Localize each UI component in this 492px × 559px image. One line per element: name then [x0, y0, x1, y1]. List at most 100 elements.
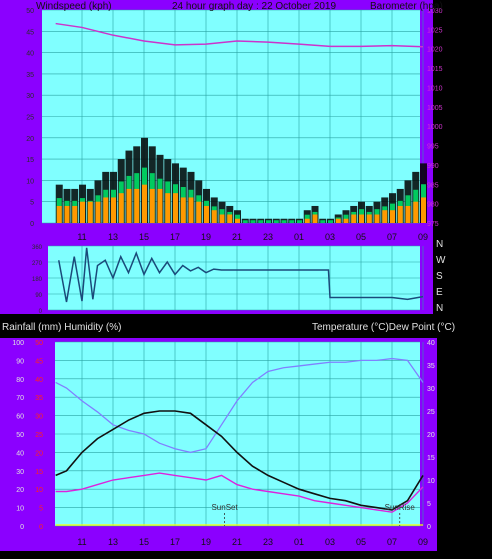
- wind-average-bar: [149, 188, 155, 223]
- temp-x-tick-label: 07: [387, 537, 397, 547]
- wind-average-bar: [142, 184, 147, 223]
- barometer-y-tick-label: 1020: [427, 47, 443, 54]
- barometer-line: [55, 22, 424, 48]
- wind-average-bar: [157, 188, 163, 223]
- temp-dewpoint-axis-title: Temperature (°C)Dew Point (°C): [312, 322, 455, 333]
- direction-y-tick-label: 180: [32, 277, 43, 283]
- wind-x-tick-label: 21: [232, 232, 242, 242]
- barometer-y-tick-label: 1015: [427, 66, 443, 73]
- wind-axis-title: Windspeed (kph): [36, 1, 112, 12]
- wind-x-tick-label: 15: [139, 232, 149, 242]
- sunrise-label: SunRise: [385, 503, 416, 512]
- wind-average-bar: [118, 193, 124, 223]
- humidity-tick-label: 30: [16, 469, 24, 476]
- wind-band-bar: [297, 220, 302, 223]
- wind-average-bar: [126, 188, 132, 223]
- wind-y-tick-label: 25: [26, 115, 34, 122]
- wind-y-tick-label: 20: [26, 136, 34, 143]
- wind-x-tick-label: 09: [418, 232, 428, 242]
- rainfall-tick-label: 50: [35, 340, 43, 347]
- wind-average-bar: [351, 214, 357, 223]
- barometer-y-tick-label: 985: [427, 182, 439, 189]
- wind-average-bar: [235, 218, 240, 223]
- rainfall-tick-label: 20: [35, 450, 43, 457]
- wind-average-bar: [111, 197, 116, 223]
- humidity-line: [55, 357, 424, 454]
- wind-average-bar: [304, 218, 310, 223]
- wind-average-bar: [227, 214, 233, 223]
- temp-x-tick-label: 23: [263, 537, 273, 547]
- barometer-y-tick-label: 990: [427, 163, 439, 170]
- wind-average-bar: [382, 210, 388, 223]
- barometer-y-tick-label: 980: [427, 202, 439, 209]
- temperature-tick-label: 10: [427, 478, 435, 485]
- humidity-tick-label: 100: [12, 340, 24, 347]
- wind-band-bar: [328, 220, 333, 223]
- rainfall-tick-label: 45: [35, 358, 43, 365]
- temp-x-tick-label: 11: [77, 537, 86, 547]
- wind-average-bar: [165, 193, 171, 223]
- wind-average-bar: [335, 218, 341, 223]
- wind-band-bar: [258, 220, 264, 223]
- direction-y-tick-label: 0: [39, 309, 43, 315]
- temperature-line: [55, 410, 424, 511]
- rainfall-tick-label: 25: [35, 432, 43, 439]
- wind-average-bar: [219, 214, 225, 223]
- temp-x-tick-label: 09: [418, 537, 428, 547]
- wind-x-tick-label: 13: [108, 232, 118, 242]
- wind-average-bar: [196, 201, 202, 223]
- wind-y-tick-label: 50: [26, 8, 34, 15]
- wind-average-bar: [421, 197, 426, 223]
- wind-average-bar: [211, 210, 217, 223]
- sunset-label: SunSet: [211, 503, 238, 512]
- temperature-tick-label: 30: [427, 386, 435, 393]
- wind-average-bar: [413, 201, 419, 223]
- wind-average-bar: [173, 193, 178, 223]
- barometer-y-tick-label: 1025: [427, 27, 443, 34]
- temperature-tick-label: 40: [427, 340, 435, 347]
- humidity-tick-label: 20: [16, 487, 24, 494]
- barometer-y-tick-label: 995: [427, 144, 439, 151]
- wind-average-bar: [390, 210, 395, 223]
- barometer-y-tick-label: 1000: [427, 124, 443, 131]
- temperature-tick-label: 15: [427, 455, 435, 462]
- humidity-tick-label: 40: [16, 450, 24, 457]
- wind-x-tick-label: 17: [170, 232, 180, 242]
- temp-x-tick-label: 21: [232, 537, 242, 547]
- temp-x-tick-label: 19: [201, 537, 211, 547]
- wind-y-tick-label: 15: [26, 157, 34, 164]
- humidity-tick-label: 60: [16, 414, 24, 421]
- rainfall-tick-label: 15: [35, 469, 43, 476]
- wind-band-bar: [242, 220, 248, 223]
- barometer-y-tick-label: 1005: [427, 105, 443, 112]
- humidity-tick-label: 90: [16, 358, 24, 365]
- temp-x-tick-label: 17: [170, 537, 180, 547]
- wind-average-bar: [397, 205, 403, 223]
- wind-x-tick-label: 19: [201, 232, 211, 242]
- wind-average-bar: [359, 214, 364, 223]
- barometer-y-tick-label: 1030: [427, 8, 443, 15]
- temp-x-tick-label: 13: [108, 537, 118, 547]
- wind-average-bar: [64, 205, 70, 223]
- wind-average-bar: [188, 197, 194, 223]
- wind-average-bar: [56, 205, 62, 223]
- humidity-tick-label: 0: [20, 524, 24, 531]
- wind-average-bar: [204, 205, 209, 223]
- rainfall-tick-label: 35: [35, 395, 43, 402]
- wind-average-bar: [343, 218, 349, 223]
- wind-y-tick-label: 0: [30, 221, 34, 228]
- compass-label: W: [436, 255, 446, 266]
- wind-x-tick-label: 07: [387, 232, 397, 242]
- wind-average-bar: [87, 201, 93, 223]
- wind-average-bar: [405, 205, 411, 223]
- wind-x-tick-label: 01: [294, 232, 304, 242]
- data-layer: [55, 22, 427, 526]
- wind-band-bar: [320, 220, 326, 223]
- barometer-y-tick-label: 1010: [427, 85, 443, 92]
- temp-x-tick-label: 03: [325, 537, 335, 547]
- rainfall-tick-label: 10: [35, 487, 43, 494]
- humidity-tick-label: 70: [16, 395, 24, 402]
- wind-band-bar: [289, 220, 295, 223]
- rainfall-tick-label: 40: [35, 377, 43, 384]
- wind-y-tick-label: 5: [30, 200, 34, 207]
